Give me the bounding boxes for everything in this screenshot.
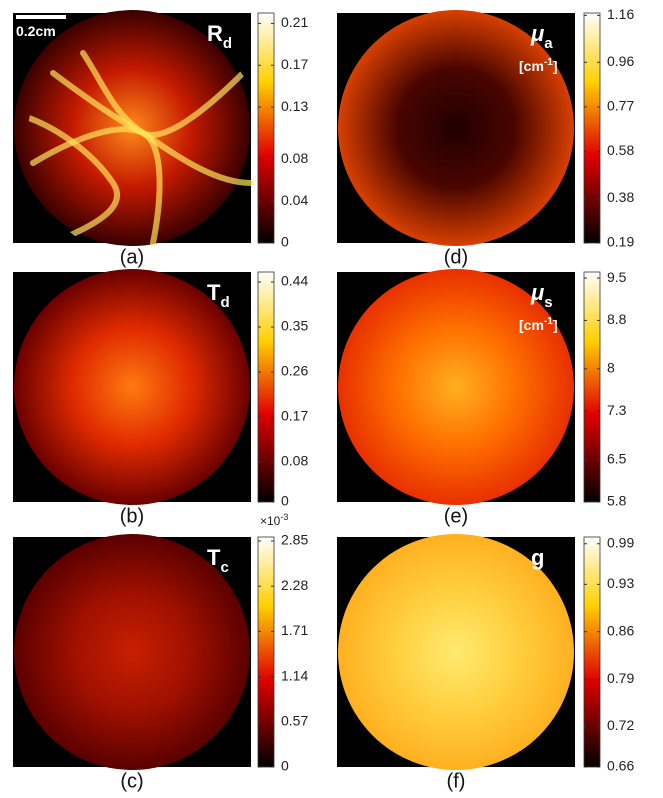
colorbar-tick-label: 0 [281, 493, 289, 509]
label-subscript: c [220, 559, 228, 576]
label-symbol: R [207, 21, 223, 46]
colorbar-tick-label: 0.79 [607, 670, 634, 686]
colorbar-tick-label: 8.8 [607, 311, 627, 327]
colorbar [584, 272, 600, 502]
scale-bar-label: 0.2cm [16, 23, 56, 39]
colorbar-tick-label: 0.57 [281, 712, 308, 728]
colorbar-tick-label: 0.21 [281, 14, 308, 30]
colorbar-tick-label: 0.26 [281, 363, 308, 379]
colorbar [258, 537, 274, 767]
colorbar-tick-label: 1.16 [607, 6, 634, 22]
colorbar-tick-label: 5.8 [607, 493, 627, 509]
colorbar-tick-label: 0.17 [281, 56, 308, 72]
label-subscript: a [544, 35, 553, 52]
colorbar-tick-label: 0.19 [607, 234, 634, 250]
colorbar-tick-label: 0.08 [281, 453, 308, 469]
colorbar-tick-label: 0.93 [607, 575, 634, 591]
colorbar-tick-label: 0.13 [281, 98, 308, 114]
panel-caption: (c) [120, 770, 143, 792]
label-symbol: T [207, 545, 221, 570]
colorbar-tick-label: 2.28 [281, 577, 308, 593]
panel-caption: (b) [120, 505, 144, 527]
panel-caption: (e) [444, 505, 468, 527]
colorbar-tick-label: 0.04 [281, 192, 308, 208]
colorbar-tick-label: 0.99 [607, 534, 634, 550]
colorbar [584, 537, 600, 767]
label-subscript: d [220, 294, 229, 311]
colorbar-tick-label: 0.86 [607, 622, 634, 638]
colorbar-tick-label: 0.38 [607, 189, 634, 205]
colorbar-tick-label: 6.5 [607, 450, 627, 466]
colorbar-tick-label: 0 [281, 758, 289, 774]
colorbar-tick-label: 1.71 [281, 622, 308, 638]
colorbar-tick-label: 0.77 [607, 98, 634, 114]
colorbar [258, 13, 274, 243]
colorbar-tick-label: 0.72 [607, 717, 634, 733]
colorbar-tick-label: 0.66 [607, 758, 634, 774]
panel-caption: (f) [447, 770, 466, 792]
label-symbol: μ [530, 21, 544, 46]
colorbar [584, 13, 600, 243]
unit-prefix: [cm [519, 317, 544, 333]
label-symbol: μ [530, 280, 544, 305]
label-subscript: d [223, 35, 232, 52]
colorbar-tick-label: 9.5 [607, 269, 627, 285]
figure: (a) Rd 0 0.04 0.08 0.13 0.17 0.21 (b) Td 0 0.08 0.17… [0, 0, 663, 798]
colorbar-tick-label: 0.17 [281, 408, 308, 424]
panel-caption: (a) [120, 246, 144, 268]
colorbar-tick-label: 0.35 [281, 318, 308, 334]
colorbar-tick-label: 2.85 [281, 532, 308, 548]
label-subscript: s [544, 294, 552, 311]
multiplier-base: ×10 [260, 514, 281, 528]
colorbar-tick-label: 0.58 [607, 142, 634, 158]
colorbar-tick-label: 0 [281, 234, 289, 250]
page: {"scale_bar": "0.2cm", "panels": [ {"cap… [0, 0, 663, 798]
panel-label: g [531, 545, 544, 570]
colorbar-tick-label: 0.44 [281, 273, 308, 289]
colorbar [258, 272, 274, 502]
colorbar-tick-label: 0.96 [607, 53, 634, 69]
colorbar-multiplier: ×10-3 [260, 512, 288, 528]
colorbar-tick-label: 0.08 [281, 150, 308, 166]
colorbar-tick-label: 7.3 [607, 402, 627, 418]
panel-caption: (d) [444, 246, 468, 268]
label-symbol: g [531, 545, 544, 570]
unit-prefix: [cm [519, 58, 544, 74]
colorbar-tick-label: 1.14 [281, 667, 308, 683]
label-symbol: T [207, 280, 221, 305]
unit-suffix: ] [553, 317, 558, 333]
unit-suffix: ] [553, 58, 558, 74]
colorbar-tick-label: 8 [607, 360, 615, 376]
multiplier-exponent: -3 [280, 512, 288, 522]
